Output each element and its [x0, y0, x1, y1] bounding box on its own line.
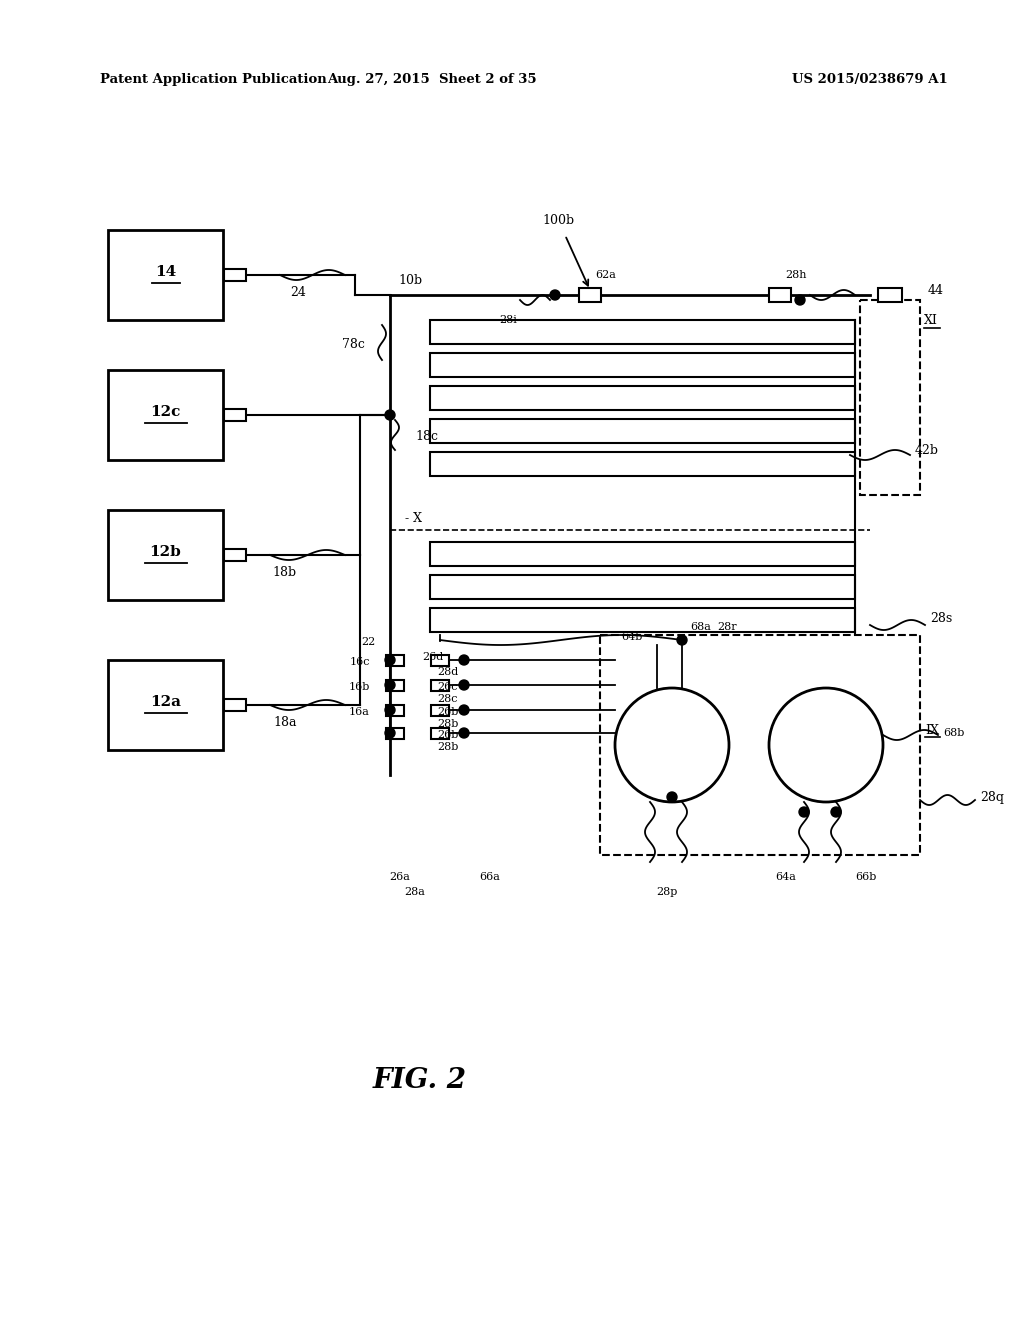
Bar [878, 288, 902, 302]
Circle shape [667, 792, 677, 803]
Text: 16b: 16b [348, 682, 370, 692]
Text: 26b: 26b [437, 730, 459, 741]
Text: 26d: 26d [422, 652, 443, 663]
Text: - X: - X [406, 511, 422, 524]
Text: FIG. 2: FIG. 2 [373, 1067, 467, 1093]
Text: 44: 44 [928, 284, 944, 297]
Text: 68b: 68b [943, 729, 965, 738]
Text: US 2015/0238679 A1: US 2015/0238679 A1 [793, 74, 948, 87]
Bar [386, 680, 404, 690]
Bar [386, 655, 404, 665]
Circle shape [831, 807, 841, 817]
Bar [431, 727, 449, 738]
Text: 26b: 26b [437, 708, 459, 717]
Text: 18b: 18b [273, 566, 297, 579]
Circle shape [459, 680, 469, 690]
Text: 70a: 70a [657, 735, 686, 748]
Text: IX: IX [925, 723, 939, 737]
Text: 28d: 28d [437, 667, 459, 677]
Circle shape [795, 294, 805, 305]
Bar [108, 510, 223, 601]
Bar [430, 319, 855, 345]
Text: 16c: 16c [349, 657, 370, 667]
Text: 28h: 28h [785, 271, 807, 280]
Text: 26a: 26a [389, 873, 411, 882]
Text: 64b: 64b [622, 632, 643, 642]
Text: 64a: 64a [775, 873, 797, 882]
Circle shape [385, 411, 395, 420]
Text: Patent Application Publication: Patent Application Publication [100, 74, 327, 87]
Bar [224, 549, 246, 561]
Bar [224, 269, 246, 281]
Text: 14: 14 [155, 265, 176, 279]
Bar [430, 352, 855, 378]
Text: 62a: 62a [595, 271, 615, 280]
Bar [430, 576, 855, 599]
Text: 18c: 18c [415, 430, 438, 444]
Text: 28b: 28b [437, 742, 459, 752]
Text: XI: XI [924, 314, 938, 326]
Circle shape [615, 688, 729, 803]
Circle shape [385, 705, 395, 715]
Text: 24: 24 [290, 286, 306, 300]
Circle shape [459, 729, 469, 738]
Text: 12a: 12a [150, 696, 181, 709]
Text: Aug. 27, 2015  Sheet 2 of 35: Aug. 27, 2015 Sheet 2 of 35 [328, 74, 537, 87]
Text: 28p: 28p [656, 887, 678, 898]
Bar [224, 409, 246, 421]
Bar [579, 288, 601, 302]
Circle shape [385, 655, 395, 665]
Bar [430, 385, 855, 411]
Bar [108, 660, 223, 750]
Bar [386, 705, 404, 715]
Bar [600, 635, 920, 855]
Text: 26c: 26c [437, 682, 458, 692]
Text: 18a: 18a [273, 717, 297, 730]
Bar [431, 705, 449, 715]
Text: 28b: 28b [437, 719, 459, 729]
Circle shape [550, 290, 560, 300]
Bar [108, 370, 223, 459]
Text: 28s: 28s [930, 611, 952, 624]
Bar [431, 680, 449, 690]
Bar [430, 543, 855, 566]
Text: 12c: 12c [151, 405, 180, 418]
Circle shape [799, 807, 809, 817]
Text: 22: 22 [360, 638, 375, 647]
Bar [224, 700, 246, 711]
Text: 68a: 68a [690, 622, 711, 632]
Bar [430, 451, 855, 477]
Circle shape [459, 705, 469, 715]
Bar [431, 655, 449, 665]
Bar [860, 300, 920, 495]
Bar [430, 418, 855, 444]
Text: 16a: 16a [349, 708, 370, 717]
Text: 28a: 28a [404, 887, 425, 898]
Text: 70b: 70b [811, 735, 841, 748]
Bar [386, 727, 404, 738]
Circle shape [677, 635, 687, 645]
Text: 10b: 10b [398, 273, 422, 286]
Circle shape [459, 655, 469, 665]
Bar [430, 609, 855, 632]
Text: 66b: 66b [855, 873, 877, 882]
Text: 28c: 28c [437, 694, 458, 704]
Circle shape [769, 688, 883, 803]
Text: 12b: 12b [150, 545, 181, 558]
Text: 28r: 28r [717, 622, 737, 632]
Bar [769, 288, 791, 302]
Text: 100b: 100b [542, 214, 574, 227]
Text: 28q: 28q [980, 792, 1004, 804]
Text: 28i: 28i [499, 315, 517, 325]
Circle shape [385, 680, 395, 690]
Bar [108, 230, 223, 319]
Circle shape [385, 729, 395, 738]
Text: 66a: 66a [479, 873, 501, 882]
Text: 78c: 78c [342, 338, 365, 351]
Text: 42b: 42b [915, 444, 939, 457]
